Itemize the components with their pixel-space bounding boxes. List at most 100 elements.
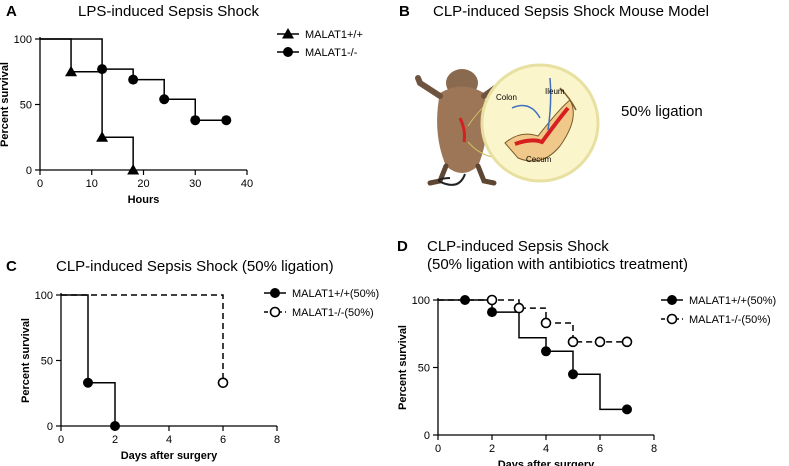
survival-curve: [438, 299, 627, 343]
ileum-label: Ileum: [545, 87, 565, 96]
data-point: [97, 64, 108, 75]
legend-marker: [270, 288, 280, 298]
chart-panel-a: 0 10 20 30 40 0 50 100 Hours Percent survival MALA…: [0, 28, 363, 206]
series-1: [438, 294, 633, 348]
legend-marker: [283, 47, 293, 57]
data-point: [127, 164, 140, 175]
data-point: [487, 307, 497, 318]
legend-item: MALAT1-/-(50%): [661, 313, 771, 326]
legend-label: MALAT1+/+: [305, 29, 363, 41]
x-tick-label: 40: [241, 178, 253, 190]
survival-curve: [61, 294, 224, 383]
panel-b-letter: B: [399, 3, 410, 20]
data-point: [567, 336, 579, 348]
x-axis-title: Days after surgery: [121, 450, 218, 462]
chart-panel-d: 0 2 4 6 8 0 50 100 Days after surgery Percent sur…: [397, 294, 776, 466]
data-point: [460, 295, 470, 305]
cecum-zoom-circle: [480, 63, 600, 183]
y-tick-label: 50: [418, 363, 430, 375]
y-tick-label: 0: [424, 430, 430, 442]
panel-a-letter: A: [6, 3, 17, 20]
x-tick-label: 4: [166, 434, 172, 446]
x-tick-label: 0: [37, 178, 43, 190]
x-tick-label: 30: [189, 178, 201, 190]
data-point: [622, 404, 632, 415]
panel-c-letter: C: [6, 258, 17, 275]
y-axis-title: Percent survival: [0, 62, 11, 147]
panel-d-letter: D: [397, 238, 408, 255]
y-tick-label: 0: [47, 421, 53, 433]
x-tick-label: 10: [86, 178, 98, 190]
survival-curve: [40, 38, 227, 121]
data-point: [128, 74, 139, 85]
x-tick-label: 20: [137, 178, 149, 190]
x-tick-label: 8: [274, 434, 280, 446]
mouse-model-illustration: Ileum Colon Cecum: [410, 38, 600, 188]
ligation-label: 50% ligation: [621, 103, 703, 120]
data-point: [568, 369, 578, 380]
panel-c-title: CLP-induced Sepsis Shock (50% ligation): [56, 258, 334, 275]
panel-b-title: CLP-induced Sepsis Shock Mouse Model: [433, 3, 709, 20]
panel-d-title-line1: CLP-induced Sepsis Shock: [427, 238, 609, 255]
data-point: [594, 336, 606, 348]
x-tick-label: 6: [220, 434, 226, 446]
colon-label: Colon: [496, 93, 517, 102]
x-tick-label: 2: [112, 434, 118, 446]
cecum-label: Cecum: [526, 155, 552, 164]
legend-label: MALAT1+/+(50%): [292, 288, 379, 300]
legend-marker: [269, 306, 281, 318]
data-point: [221, 115, 232, 126]
legend-marker: [666, 313, 678, 325]
series-0: [438, 295, 632, 415]
survival-curve: [61, 294, 116, 426]
data-point: [217, 377, 229, 389]
y-tick-label: 0: [26, 165, 32, 177]
legend-item: MALAT1+/+: [277, 28, 363, 41]
legend-label: MALAT1-/-(50%): [689, 314, 771, 326]
panel-a-title: LPS-induced Sepsis Shock: [78, 3, 259, 20]
x-axis-title: Days after surgery: [498, 459, 595, 466]
x-tick-label: 2: [489, 443, 495, 455]
data-point: [540, 317, 552, 329]
legend-item: MALAT1+/+(50%): [661, 295, 776, 307]
legend-label: MALAT1+/+(50%): [689, 295, 776, 307]
x-tick-label: 0: [58, 434, 64, 446]
x-tick-label: 4: [543, 443, 549, 455]
series-0: [61, 294, 120, 431]
y-axis-title: Percent survival: [397, 325, 409, 410]
legend-item: MALAT1+/+(50%): [264, 288, 379, 300]
series-1: [61, 294, 229, 389]
survival-curve: [40, 38, 134, 170]
series-1: [40, 38, 232, 126]
data-point: [96, 131, 109, 142]
data-point: [621, 336, 633, 348]
data-point: [486, 294, 498, 306]
data-point: [65, 65, 78, 77]
panel-d-title: CLP-induced Sepsis Shock (50% ligation w…: [427, 238, 688, 274]
data-point: [541, 346, 551, 357]
panel-d-title-line2: (50% ligation with antibiotics treatment…: [427, 256, 688, 273]
chart-panel-c: 0 2 4 6 8 0 50 100 Days after surgery Percent sur…: [20, 288, 379, 462]
y-tick-label: 50: [41, 356, 53, 368]
legend-marker: [282, 28, 294, 39]
data-point: [159, 94, 170, 105]
x-tick-label: 6: [597, 443, 603, 455]
x-axis-title: Hours: [128, 194, 160, 206]
y-tick-label: 100: [412, 295, 430, 307]
y-axis-title: Percent survival: [20, 318, 32, 403]
legend-item: MALAT1-/-: [277, 47, 358, 59]
data-point: [110, 421, 120, 431]
data-point: [83, 377, 93, 388]
series-0: [40, 38, 140, 175]
legend-item: MALAT1-/-(50%): [264, 306, 374, 319]
legend-label: MALAT1-/-: [305, 47, 358, 59]
y-tick-label: 100: [35, 290, 53, 302]
y-tick-label: 100: [14, 34, 32, 46]
data-point: [513, 302, 525, 314]
legend-marker: [667, 295, 677, 305]
x-tick-label: 8: [651, 443, 657, 455]
x-tick-label: 0: [435, 443, 441, 455]
survival-curve: [438, 299, 627, 411]
data-point: [190, 115, 201, 126]
y-tick-label: 50: [20, 100, 32, 112]
